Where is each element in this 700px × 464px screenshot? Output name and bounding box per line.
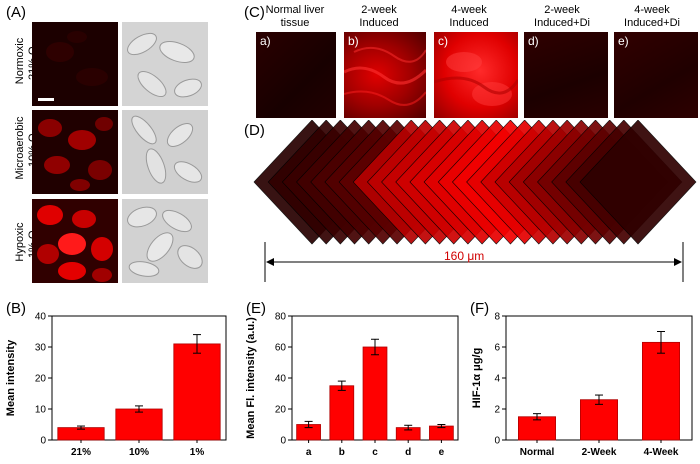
brightfield-image-normoxic [122, 22, 208, 106]
x-tick-label: 4-Week [644, 447, 679, 458]
tissue-image-4week: c) [434, 32, 518, 118]
y-tick-label: 60 [275, 343, 287, 354]
tissue-image-4week-di: e) [614, 32, 698, 118]
column-title-2week-di: 2-week Induced+Di [534, 4, 590, 29]
x-tick-label: e [439, 447, 445, 458]
panel-label-b: (B) [6, 300, 26, 317]
tissue-tag-c: c) [438, 34, 448, 48]
x-tick-label: b [339, 447, 345, 458]
tissue-tag-d: d) [528, 34, 539, 48]
y-tick-label: 10 [35, 405, 47, 416]
chart-f: 0 2 4 6 8 HIF-1α μg/g Normal 2-Week 4-Week [471, 312, 693, 458]
tissue-tag-b: b) [348, 34, 359, 48]
y-tick-label: 0 [280, 436, 286, 447]
tissue-tag-a: a) [260, 34, 271, 48]
column-title-normal: Normal liver tissue [265, 4, 325, 29]
column-title-4week-di: 4-week Induced+Di [624, 4, 680, 29]
y-tick-label: 2 [494, 405, 500, 416]
bar [641, 341, 680, 441]
x-tick-label: d [405, 447, 411, 458]
y-tick-label: 40 [35, 312, 47, 323]
y-tick-label: 6 [494, 343, 500, 354]
tissue-image-2week: b) [344, 32, 426, 118]
panel-label-f: (F) [470, 300, 490, 317]
tissue-image-2week-di: d) [524, 32, 608, 118]
y-tick-label: 80 [275, 312, 287, 323]
brightfield-image-hypoxic [122, 199, 208, 283]
y-tick-label: 0 [494, 436, 500, 447]
fluor-image-normoxic [32, 22, 118, 106]
chart-b: 0 10 20 30 40 Mean intensity 21% 10% 1% [5, 312, 227, 458]
panel-label-a: (A) [6, 4, 26, 21]
x-tick-label: 1% [190, 447, 205, 458]
bar [115, 408, 163, 441]
y-tick-label: 4 [494, 374, 500, 385]
fluor-image-hypoxic [32, 199, 118, 283]
scale-label: 160 μm [444, 249, 485, 263]
x-tick-label: 21% [71, 447, 91, 458]
y-tick-label: 0 [40, 436, 46, 447]
y-axis-label: Mean intensity [5, 339, 17, 416]
panel-label-d: (D) [244, 122, 265, 139]
y-tick-label: 20 [35, 374, 47, 385]
x-tick-label: 2-Week [582, 447, 617, 458]
bar [580, 399, 619, 441]
y-tick-label: 20 [275, 405, 287, 416]
x-tick-label: c [372, 447, 378, 458]
chart-e: 0 20 40 60 80 Mean Fl. intensity (a.u.) a b c d e [245, 312, 459, 458]
bar [429, 425, 454, 441]
x-tick-label: a [306, 447, 312, 458]
y-axis-label: Mean Fl. intensity (a.u.) [245, 317, 257, 439]
bar [329, 385, 355, 441]
panel-label-e: (E) [246, 300, 266, 317]
y-axis-label: HIF-1α μg/g [471, 348, 483, 409]
z-stack-image [253, 120, 697, 245]
tissue-tag-e: e) [618, 34, 629, 48]
bar [173, 343, 221, 441]
stack-layer [579, 120, 697, 245]
x-tick-label: 10% [129, 447, 149, 458]
scale-bar [38, 98, 54, 101]
fluor-image-microaerobic [32, 110, 118, 194]
tissue-image-normal: a) [256, 32, 336, 118]
brightfield-image-microaerobic [122, 110, 208, 194]
bar [362, 346, 388, 441]
y-tick-label: 8 [494, 312, 500, 323]
scale-arrow [264, 242, 684, 282]
y-tick-label: 30 [35, 343, 47, 354]
column-title-4week: 4-week Induced [449, 4, 489, 29]
x-tick-label: Normal [520, 447, 555, 458]
panel-label-c: (C) [244, 4, 265, 21]
y-tick-label: 40 [275, 374, 287, 385]
column-title-2week: 2-week Induced [359, 4, 399, 29]
